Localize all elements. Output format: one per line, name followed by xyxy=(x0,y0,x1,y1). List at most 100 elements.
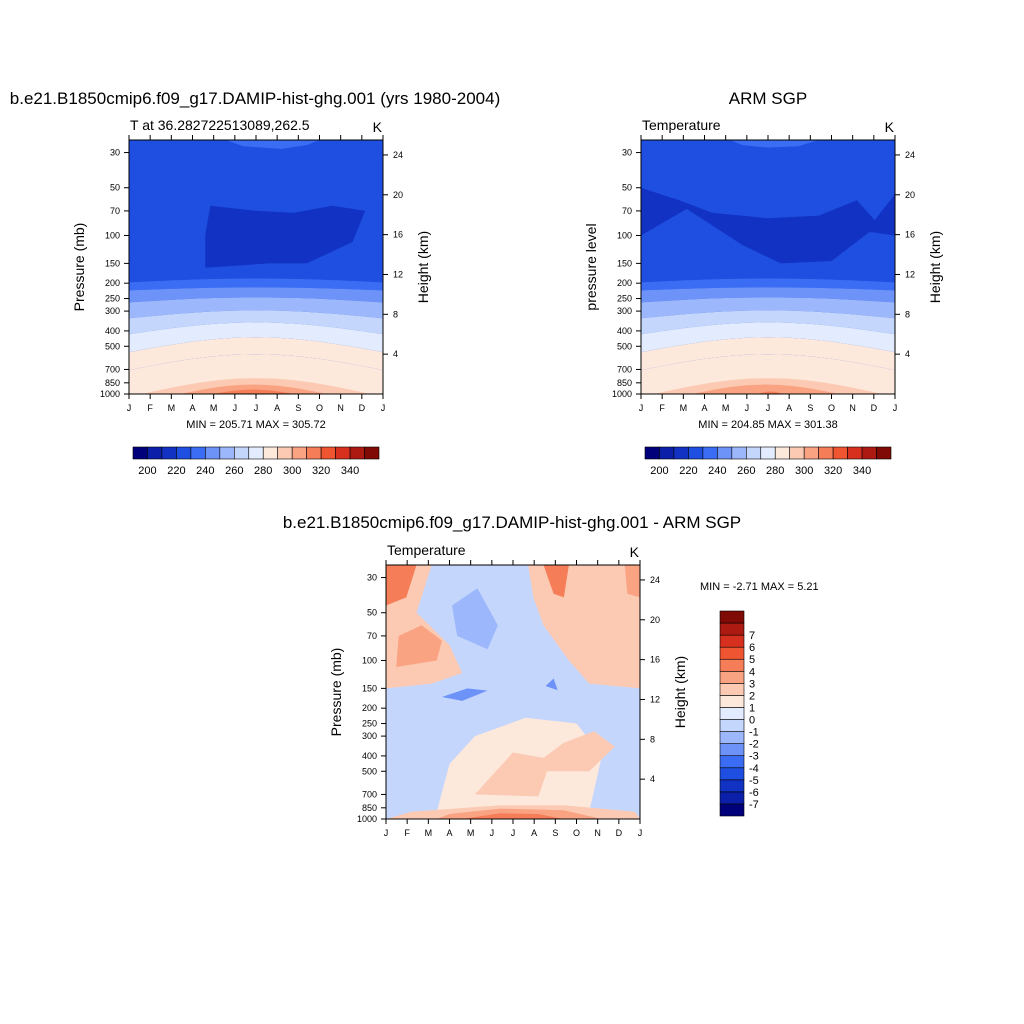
colorbar-box xyxy=(132,446,148,460)
temperature-band xyxy=(129,322,383,353)
x-tick-label: M xyxy=(680,403,688,413)
y-tick-right-label: 16 xyxy=(393,230,403,240)
y-axis-label: Pressure (mb) xyxy=(71,223,87,312)
colorbar-box xyxy=(719,731,745,744)
x-tick-label: J xyxy=(127,403,132,413)
y-tick-label: 50 xyxy=(622,183,632,193)
stats-label: MIN = 204.85 MAX = 301.38 xyxy=(698,419,837,431)
chart-panel-1: J F M A M J J A S O N D J 30 50 70 100 150 200 250 300 400 500… xyxy=(10,89,500,477)
colorbar-box xyxy=(719,670,745,684)
colorbar-box xyxy=(719,658,745,672)
colorbar-label: 4 xyxy=(749,666,755,678)
diff-cool-region xyxy=(452,588,498,650)
y-tick-label: 70 xyxy=(367,631,377,641)
y-tick-right-label: 20 xyxy=(905,190,915,200)
y-tick-right-label: 20 xyxy=(650,615,660,625)
x-tick-label: S xyxy=(295,403,301,413)
y-tick-label: 500 xyxy=(362,766,377,776)
colorbar-label: 280 xyxy=(766,465,784,477)
y-tick-label: 200 xyxy=(617,278,632,288)
x-tick-label: S xyxy=(807,403,813,413)
colorbar-box xyxy=(719,683,745,696)
colorbar-box xyxy=(760,446,776,460)
colorbar-label: -3 xyxy=(749,751,759,763)
x-tick-label: N xyxy=(337,403,344,413)
stats-label: MIN = -2.71 MAX = 5.21 xyxy=(700,581,819,593)
colorbar-box xyxy=(205,446,221,460)
colorbar-box xyxy=(161,446,177,460)
colorbar-box xyxy=(719,719,745,732)
colorbar-label: 220 xyxy=(167,465,185,477)
subtitle-left: Temperature xyxy=(642,117,721,133)
colorbar-box xyxy=(861,446,877,460)
x-tick-label: F xyxy=(659,403,665,413)
x-tick-label: M xyxy=(210,403,218,413)
colorbar-box xyxy=(719,610,745,624)
colorbar-label: 6 xyxy=(749,642,755,654)
colorbar-label: 1 xyxy=(749,702,755,714)
y-tick-label: 250 xyxy=(617,294,632,304)
y-tick-label: 700 xyxy=(362,789,377,799)
temperature-band xyxy=(129,297,383,319)
colorbar-label: 340 xyxy=(853,465,871,477)
colorbar-box xyxy=(673,446,689,460)
colorbar-box xyxy=(719,634,745,648)
chart-title: b.e21.B1850cmip6.f09_g17.DAMIP-hist-ghg.… xyxy=(283,513,741,532)
chart-title: ARM SGP xyxy=(729,89,807,108)
colorbar-box xyxy=(745,446,762,460)
colorbar-label: -4 xyxy=(749,763,759,775)
temperature-band xyxy=(641,337,895,371)
x-tick-label: D xyxy=(871,403,878,413)
y-tick-right-label: 24 xyxy=(905,150,915,160)
y-tick-label: 400 xyxy=(362,751,377,761)
y-tick-label: 150 xyxy=(105,258,120,268)
y-tick-label: 150 xyxy=(617,258,632,268)
field-layer xyxy=(641,140,895,394)
colorbar-box xyxy=(277,446,293,460)
x-tick-label: A xyxy=(274,403,280,413)
colorbar-box xyxy=(719,803,745,817)
y-tick-right-label: 12 xyxy=(905,269,915,279)
x-tick-label: A xyxy=(701,403,707,413)
colorbar-label: 200 xyxy=(650,465,668,477)
colorbar-label: 300 xyxy=(283,465,301,477)
colorbar-box xyxy=(306,446,322,460)
y-tick-right-label: 4 xyxy=(650,774,655,784)
colorbar-box xyxy=(719,646,745,660)
colorbar-box xyxy=(719,791,745,805)
y-tick-label: 30 xyxy=(110,148,120,158)
temperature-band xyxy=(129,310,383,335)
x-tick-label: F xyxy=(404,828,410,838)
colorbar-box xyxy=(719,707,745,720)
colorbar-box xyxy=(659,446,675,460)
y-tick-right-label: 8 xyxy=(650,734,655,744)
colorbar-box xyxy=(719,695,745,708)
colorbar-box xyxy=(219,446,235,460)
y-tick-right-label: 8 xyxy=(905,309,910,319)
y-tick-label: 1000 xyxy=(612,389,632,399)
colorbar-box xyxy=(719,755,745,769)
colorbar-box xyxy=(320,446,336,460)
colorbar-box xyxy=(803,446,819,460)
colorbar-box xyxy=(731,446,747,460)
colorbar-box xyxy=(364,446,380,460)
x-tick-label: J xyxy=(384,828,389,838)
y-tick-right-label: 4 xyxy=(905,349,910,359)
y-tick-label: 200 xyxy=(105,278,120,288)
x-tick-label: J xyxy=(233,403,238,413)
y-tick-label: 500 xyxy=(105,341,120,351)
diff-warm-region xyxy=(624,565,640,598)
colorbar-box xyxy=(291,446,307,460)
units-label: K xyxy=(885,119,895,135)
cold-core-region xyxy=(205,205,366,268)
colorbar-box xyxy=(262,446,279,460)
x-tick-label: A xyxy=(531,828,537,838)
x-tick-label: J xyxy=(766,403,771,413)
y-tick-label: 1000 xyxy=(357,814,377,824)
y-tick-label: 400 xyxy=(617,326,632,336)
chart-title: b.e21.B1850cmip6.f09_g17.DAMIP-hist-ghg.… xyxy=(10,89,500,108)
y-tick-label: 300 xyxy=(362,731,377,741)
y-axis-right-label: Height (km) xyxy=(415,231,431,303)
colorbar-label: 7 xyxy=(749,630,755,642)
colorbar-label: 3 xyxy=(749,678,755,690)
